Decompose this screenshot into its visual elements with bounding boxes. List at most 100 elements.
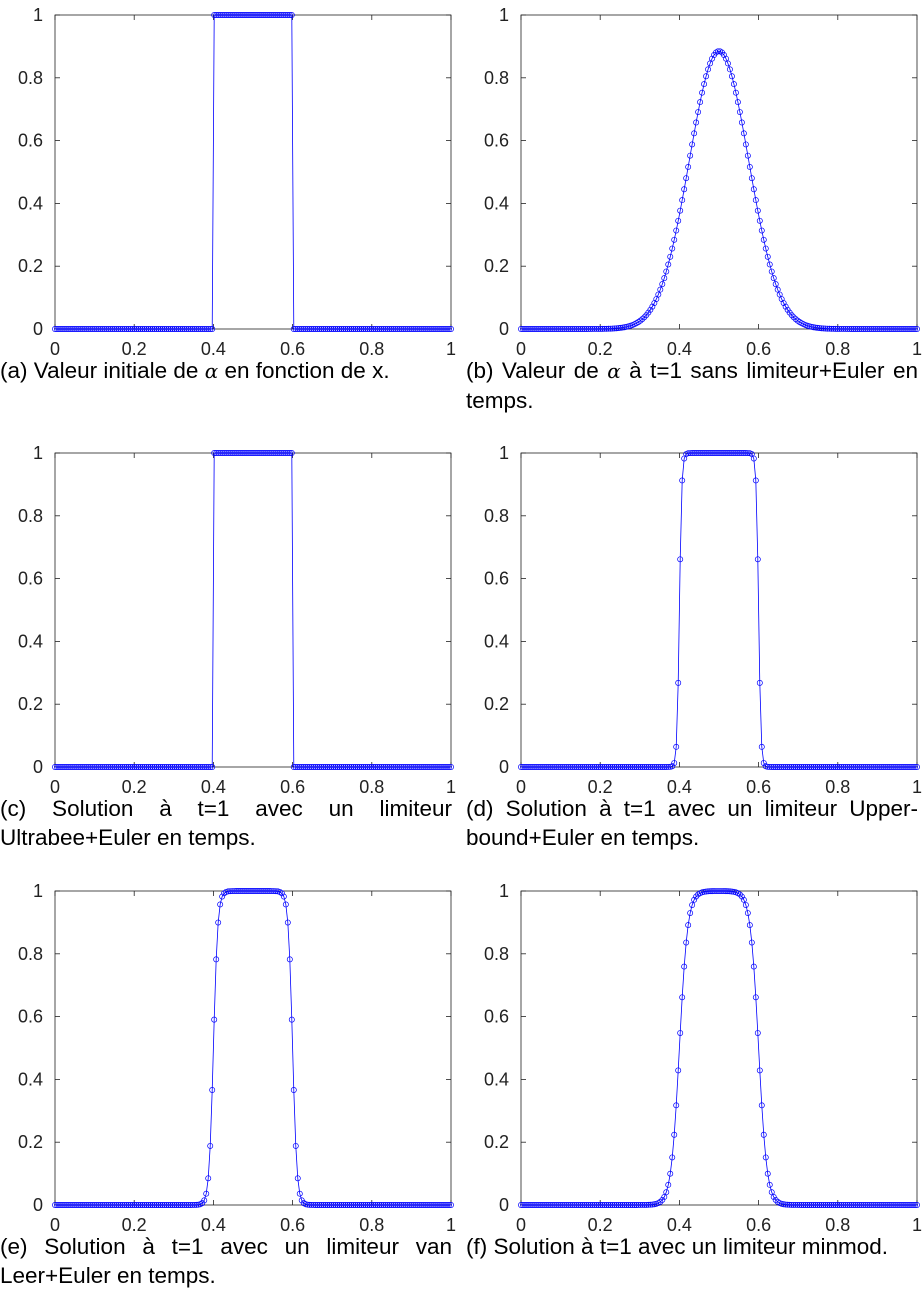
data-point: [786, 764, 793, 770]
data-point: [308, 764, 315, 770]
data-point: [555, 764, 562, 770]
x-tick-label: 0.2: [122, 339, 147, 359]
data-point: [390, 326, 397, 332]
data-point: [125, 326, 132, 332]
data-point: [818, 764, 825, 770]
data-point: [738, 450, 745, 456]
data-point: [137, 764, 144, 770]
data-point: [740, 896, 747, 903]
data-point: [237, 12, 244, 18]
data-point: [906, 1202, 912, 1208]
data-point: [535, 1202, 542, 1208]
data-point: [575, 326, 582, 332]
data-point: [541, 326, 548, 332]
data-point: [249, 888, 255, 894]
data-point: [113, 326, 120, 332]
data-point: [151, 764, 158, 770]
data-point: [111, 764, 118, 770]
data-point: [247, 12, 253, 18]
data-point: [599, 764, 606, 770]
data-point: [547, 326, 554, 332]
data-point: [557, 1202, 564, 1208]
data-point: [181, 764, 188, 770]
data-point: [563, 1202, 570, 1208]
data-point: [139, 326, 146, 332]
data-point: [631, 764, 638, 770]
data-point: [73, 764, 80, 770]
data-point: [147, 326, 154, 332]
data-point: [529, 1202, 536, 1208]
data-point: [790, 764, 797, 770]
y-tick-label: 0.6: [18, 569, 43, 589]
data-point: [396, 764, 403, 770]
data-point: [65, 764, 72, 770]
data-point: [583, 764, 590, 770]
data-point: [908, 764, 914, 770]
data-point: [818, 1202, 825, 1208]
data-point: [292, 1142, 299, 1149]
data-point: [428, 326, 435, 332]
data-point: [241, 888, 247, 894]
data-point: [264, 12, 271, 18]
data-point: [693, 450, 700, 456]
data-point: [436, 764, 443, 770]
data-point: [342, 326, 349, 332]
data-point: [774, 764, 781, 770]
data-point: [167, 764, 174, 770]
data-point: [91, 326, 98, 332]
data-point: [671, 1131, 678, 1138]
data-point: [288, 450, 295, 456]
data-point: [910, 326, 916, 332]
data-point: [442, 1202, 448, 1208]
data-point: [579, 1202, 586, 1208]
data-point: [89, 764, 96, 770]
data-point: [165, 1202, 172, 1208]
data-point: [272, 12, 279, 18]
data-point: [840, 764, 847, 770]
data-point: [58, 326, 64, 332]
data-point: [854, 1202, 861, 1208]
data-point: [448, 326, 454, 332]
data-point: [597, 1202, 604, 1208]
data-point: [593, 325, 600, 332]
data-point: [237, 450, 244, 456]
data-point: [657, 1198, 664, 1205]
data-point: [161, 1202, 168, 1208]
data-point: [868, 764, 875, 770]
data-point: [424, 1202, 431, 1208]
data-point: [386, 326, 393, 332]
data-point: [872, 326, 879, 332]
chart-svg: 0 0.2 0.4 0.6 0.8 1 0 0.2 0.4 0.6 0.8 1: [18, 443, 456, 797]
data-point: [637, 317, 644, 324]
data-point: [153, 326, 160, 332]
data-point: [324, 1202, 331, 1208]
data-point: [229, 12, 236, 18]
data-point: [545, 326, 552, 332]
data-point: [63, 1202, 70, 1208]
data-point: [760, 1131, 767, 1138]
data-point: [71, 326, 78, 332]
data-point: [764, 253, 771, 260]
data-point: [223, 12, 230, 18]
data-point: [559, 326, 566, 332]
data-point: [802, 764, 809, 770]
data-point: [137, 1202, 144, 1208]
data-point: [392, 1202, 399, 1208]
data-point: [179, 764, 186, 770]
data-point: [798, 1202, 805, 1208]
data-point: [105, 1202, 112, 1208]
data-point: [65, 1202, 72, 1208]
data-point: [888, 326, 895, 332]
data-point: [322, 326, 329, 332]
y-tick-label: 1: [33, 881, 43, 901]
data-point: [659, 281, 666, 288]
data-point: [259, 12, 265, 18]
data-point: [264, 450, 271, 456]
data-point: [673, 227, 680, 234]
data-point: [71, 764, 78, 770]
data-point: [298, 764, 305, 770]
data-point: [157, 764, 164, 770]
data-point: [902, 326, 909, 332]
data-point: [693, 893, 700, 900]
data-point: [882, 764, 889, 770]
